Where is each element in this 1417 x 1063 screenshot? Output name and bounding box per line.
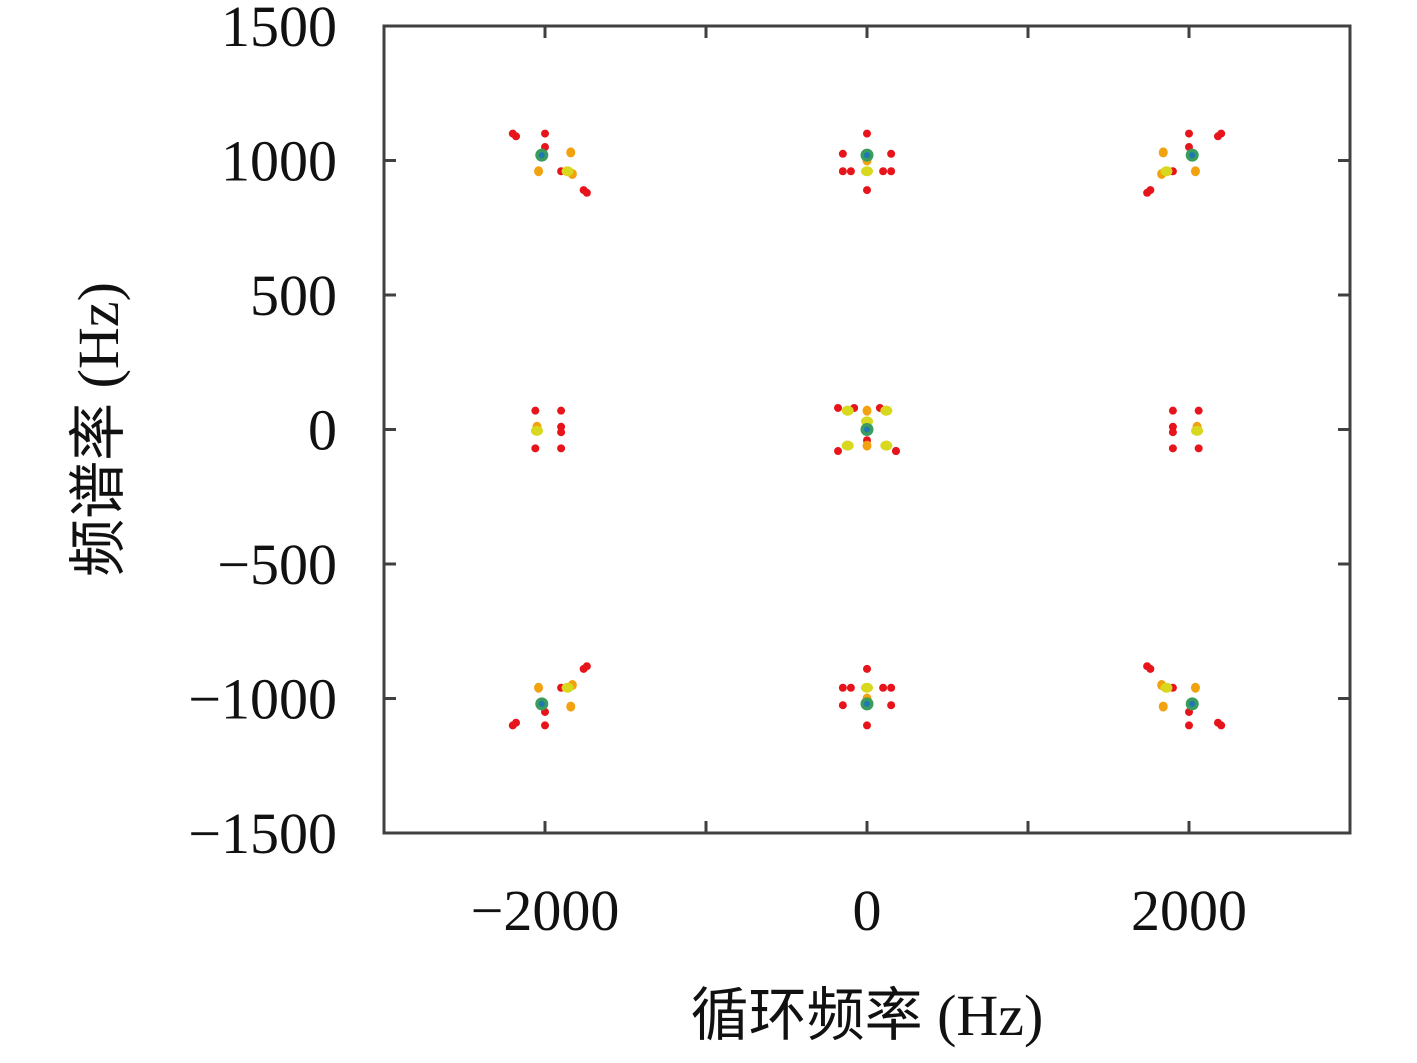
contour-point-low xyxy=(834,403,843,412)
contour-point-low xyxy=(838,683,847,692)
y-tick-label: −1500 xyxy=(188,801,337,866)
contour-point-mid xyxy=(561,682,574,693)
contour-point-low xyxy=(541,129,549,138)
contour-point-high xyxy=(538,152,545,159)
contour-point-high xyxy=(864,426,870,433)
contour-point-low xyxy=(541,721,549,730)
x-tick-label: 0 xyxy=(853,878,882,943)
contour-point-high xyxy=(864,152,870,159)
y-tick-label: 1500 xyxy=(221,0,337,59)
contour-point-low-mid xyxy=(566,147,576,158)
contour-point-high xyxy=(1189,700,1196,707)
contour-point-low-mid xyxy=(534,682,544,693)
contour-point-low xyxy=(1194,444,1203,453)
marks-layer xyxy=(508,129,1226,730)
contour-point-high xyxy=(538,700,545,707)
contour-point-low-mid xyxy=(1190,682,1200,693)
y-tick-label: −1000 xyxy=(188,667,337,732)
contour-point-mid xyxy=(880,440,893,451)
contour-point-low xyxy=(834,447,843,456)
contour-point-low xyxy=(846,167,855,176)
contour-point-low-mid xyxy=(1190,166,1200,177)
contour-point-low xyxy=(846,683,855,692)
contour-point-low xyxy=(879,167,888,176)
contour-point-low xyxy=(838,149,847,158)
contour-point-low xyxy=(512,132,521,141)
contour-point-low xyxy=(531,444,540,453)
contour-point-mid xyxy=(861,166,873,177)
contour-point-low xyxy=(582,188,591,197)
contour-point-mid xyxy=(530,425,543,436)
contour-point-low xyxy=(838,167,847,176)
contour-point-low xyxy=(887,701,896,710)
contour-point-low xyxy=(863,186,871,195)
contour-point-low xyxy=(1185,129,1193,138)
contour-point-low xyxy=(1168,444,1177,453)
contour-point-high xyxy=(864,700,870,707)
x-tick-label: −2000 xyxy=(471,878,620,943)
contour-point-low xyxy=(1194,406,1203,415)
y-tick-label: 0 xyxy=(308,398,337,463)
contour-point-low xyxy=(887,683,896,692)
contour-point-mid xyxy=(841,405,854,416)
contour-point-mid xyxy=(861,682,873,693)
contour-point-low xyxy=(557,406,566,415)
contour-point-low-mid xyxy=(1158,701,1168,712)
y-tick-label: −500 xyxy=(217,532,337,597)
contour-point-low-mid xyxy=(862,405,872,416)
x-tick-label: 2000 xyxy=(1131,878,1247,943)
y-tick-label: 500 xyxy=(250,263,337,328)
contour-point-low xyxy=(512,718,521,727)
contour-point-low xyxy=(887,167,896,176)
contour-point-mid xyxy=(561,166,574,177)
y-tick-label: 1000 xyxy=(221,129,337,194)
contour-point-low xyxy=(879,683,888,692)
contour-point-low xyxy=(838,701,847,710)
contour-point-low xyxy=(1168,428,1177,437)
contour-point-mid xyxy=(841,440,854,451)
contour-point-low xyxy=(863,664,871,673)
contour-point-low xyxy=(863,129,871,138)
contour-point-low xyxy=(557,428,566,437)
contour-point-mid xyxy=(1191,425,1204,436)
tick-labels-layer: −2000 0 2000 1500 1000 500 0 −500 −1000 −1500 xyxy=(188,0,1247,943)
contour-point-low xyxy=(557,444,566,453)
contour-point-low-mid xyxy=(534,166,544,177)
contour-point-low xyxy=(863,721,871,730)
contour-point-mid xyxy=(1160,166,1173,177)
contour-point-low xyxy=(891,447,900,456)
contour-point-low xyxy=(1213,132,1222,141)
contour-point-low xyxy=(1213,718,1222,727)
contour-point-mid xyxy=(1160,682,1173,693)
contour-point-low-mid xyxy=(566,701,576,712)
x-axis-label: 循环频率 (Hz) xyxy=(691,983,1044,1048)
contour-point-low xyxy=(1143,662,1152,671)
contour-point-low-mid xyxy=(862,440,872,451)
contour-point-low xyxy=(1143,188,1152,197)
y-axis-label: 频谱率 (Hz) xyxy=(66,282,131,577)
ticks-layer xyxy=(384,26,1350,833)
contour-point-low xyxy=(582,662,591,671)
contour-point-mid xyxy=(880,405,893,416)
contour-point-low-mid xyxy=(1158,147,1168,158)
contour-point-low xyxy=(1168,406,1177,415)
contour-point-low xyxy=(531,406,540,415)
contour-point-high xyxy=(1189,152,1196,159)
contour-point-low xyxy=(1185,721,1193,730)
contour-point-low xyxy=(887,149,896,158)
